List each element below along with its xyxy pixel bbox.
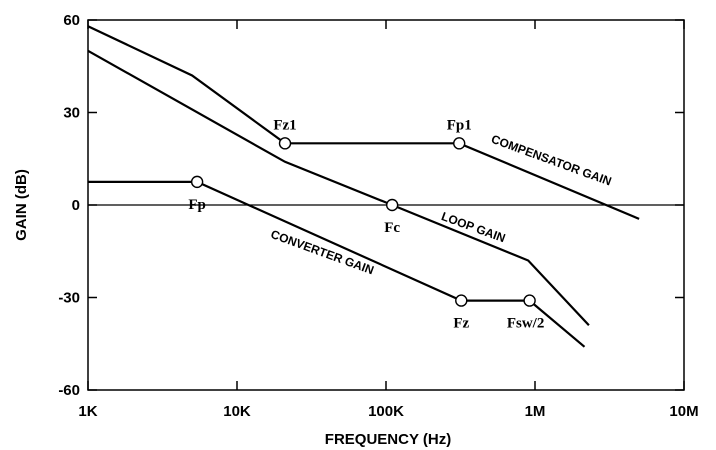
series-group bbox=[87, 25, 640, 348]
y-axis-label: GAIN (dB) bbox=[13, 169, 30, 241]
marker-fp1 bbox=[453, 137, 466, 150]
y-tick-label: 60 bbox=[63, 12, 80, 29]
label-fz1: Fz1 bbox=[273, 117, 296, 133]
label-fp: Fp bbox=[188, 197, 206, 213]
y-tick-label: 0 bbox=[72, 197, 80, 214]
label-fc: Fc bbox=[384, 220, 400, 236]
marker-fz bbox=[455, 294, 468, 307]
y-tick-label: 30 bbox=[63, 105, 80, 122]
compensator-gain-line bbox=[87, 25, 640, 220]
marker-fz1 bbox=[278, 137, 292, 150]
y-tick-label: -30 bbox=[58, 290, 80, 307]
label-fp1: Fp1 bbox=[447, 117, 472, 133]
x-tick-label: 100K bbox=[368, 403, 404, 420]
x-tick-label: 1M bbox=[525, 403, 546, 420]
marker-fp bbox=[190, 175, 204, 189]
x-axis-label: FREQUENCY (Hz) bbox=[325, 431, 451, 448]
y-tick-label: -60 bbox=[58, 382, 80, 399]
converter-gain-label: CONVERTER GAIN bbox=[269, 227, 376, 277]
loop-gain-line bbox=[87, 49, 590, 327]
marker-fsw-2 bbox=[523, 294, 536, 307]
marker-fc bbox=[385, 198, 399, 212]
axis-ticks: 1K 10K 100K 1M 10M 60 30 0 -30 -60 bbox=[58, 12, 698, 420]
x-tick-label: 10K bbox=[223, 403, 251, 420]
compensator-gain-label: COMPENSATOR GAIN bbox=[489, 132, 613, 189]
x-tick-label: 10M bbox=[669, 403, 698, 420]
label-fsw-2: Fsw/2 bbox=[507, 316, 545, 332]
x-tick-label: 1K bbox=[78, 403, 97, 420]
loop-gain-label: LOOP GAIN bbox=[439, 209, 507, 245]
marker-group: Fz1 Fp1 Fc Fp Fz Fsw/2 bbox=[188, 117, 544, 331]
label-fz: Fz bbox=[453, 316, 469, 332]
